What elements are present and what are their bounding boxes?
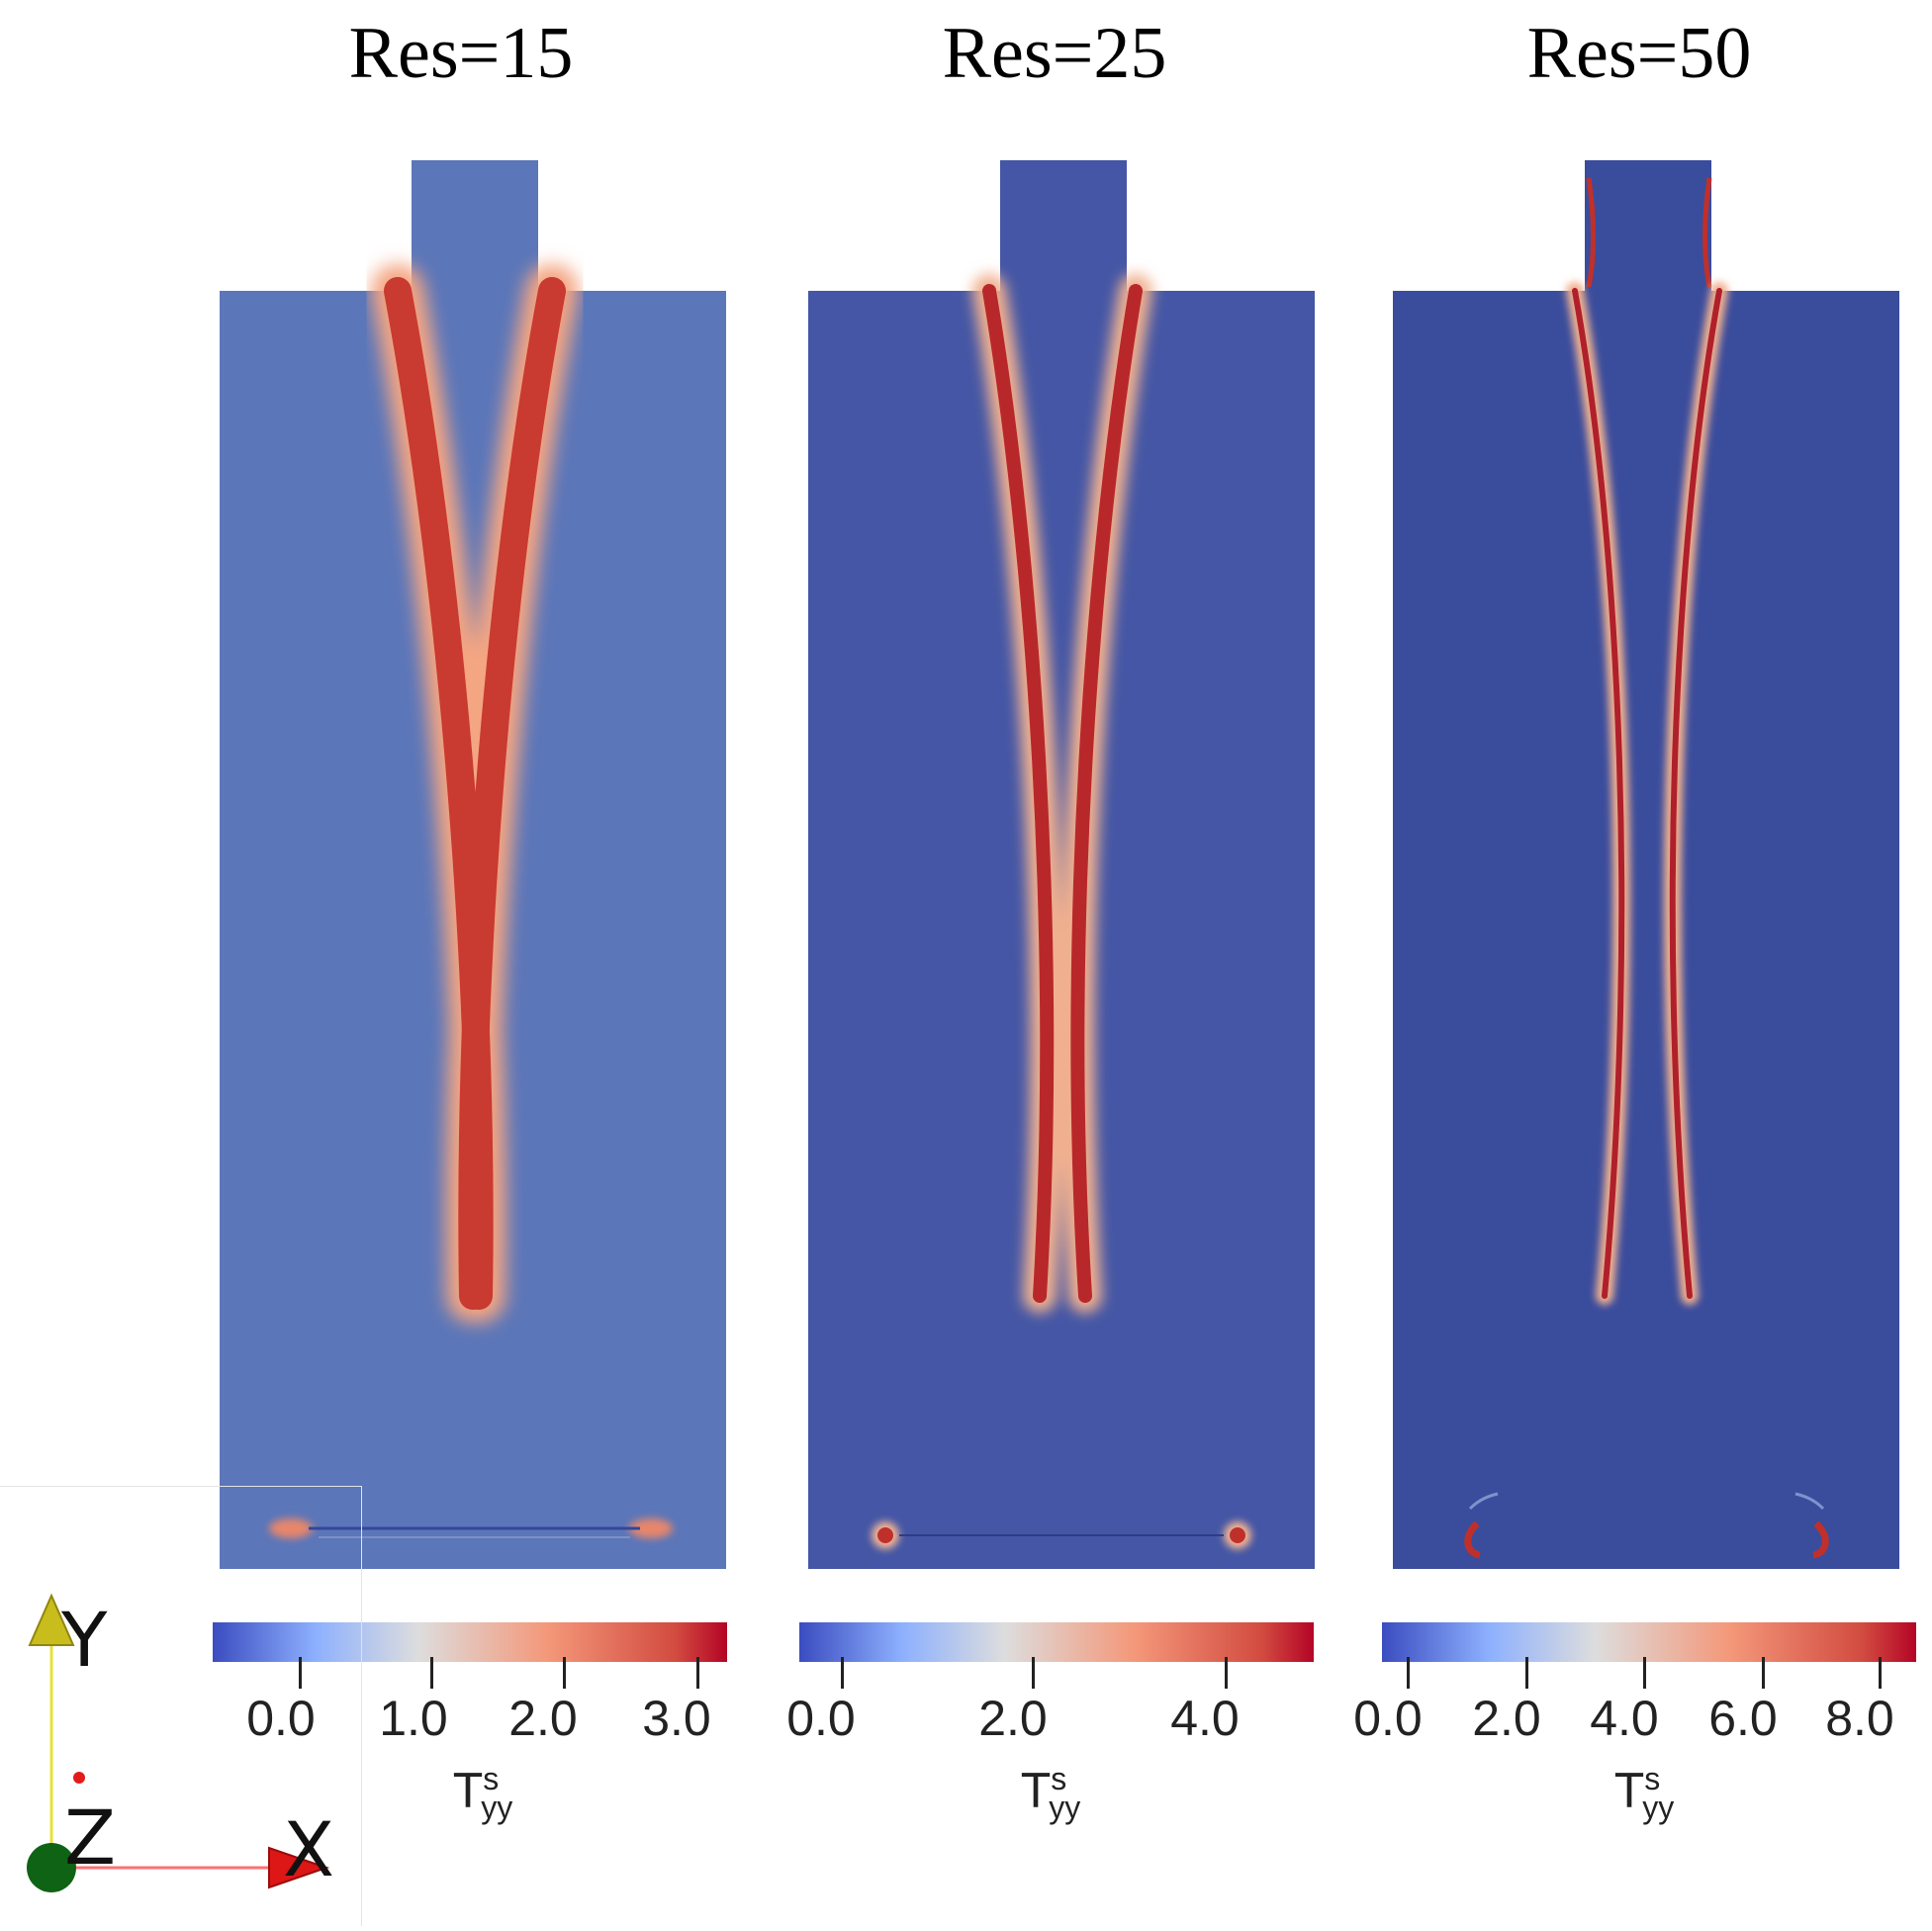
colorbar-title-sub: yy — [481, 1789, 513, 1825]
colorbar-title-base: T — [452, 1762, 484, 1818]
colorbar-tick-label: 2.0 — [978, 1691, 1048, 1746]
panel-title-res25: Res=25 — [942, 13, 1167, 94]
z-axis-dot-icon — [73, 1772, 85, 1784]
colorbar-tick — [563, 1657, 566, 1689]
orientation-axes-widget: Y Z X — [0, 1486, 362, 1926]
panel-title-res15: Res=15 — [348, 13, 574, 94]
colorbar-tick-label: 6.0 — [1708, 1691, 1778, 1746]
origin-marker-icon — [27, 1843, 76, 1892]
domain-body — [1393, 291, 1899, 1569]
y-axis-arrow-icon — [28, 1593, 75, 1646]
stress-band-right — [458, 277, 566, 1310]
colorbar-tick-label: 2.0 — [1472, 1691, 1541, 1746]
colorbar-tick — [696, 1657, 699, 1689]
colorbar-tick-label: 8.0 — [1825, 1691, 1894, 1746]
colorbar-title-sub: yy — [1049, 1789, 1081, 1825]
colorbar-tick-label: 4.0 — [1590, 1691, 1659, 1746]
colorbar-tick-label: 0.0 — [246, 1691, 316, 1746]
colorbar-title-res15: Tsyy — [384, 1761, 582, 1826]
colorbar-title-res25: Tsyy — [952, 1761, 1150, 1826]
contour-plot-res15 — [220, 158, 734, 1573]
orientation-axes-svg — [27, 1593, 330, 1892]
colorbar-tick — [1032, 1657, 1035, 1689]
colorbar-tick — [1407, 1657, 1410, 1689]
colorbar-title-sup: s — [1051, 1761, 1067, 1796]
colorbar-title-base: T — [1020, 1762, 1052, 1818]
colorbar-title-res50: Tsyy — [1545, 1761, 1743, 1826]
colorbar-tick — [430, 1657, 433, 1689]
x-axis-label: X — [283, 1805, 335, 1893]
colorbar-tick — [1225, 1657, 1228, 1689]
colorbar-tick-label: 3.0 — [642, 1691, 711, 1746]
inlet-channel — [1585, 160, 1711, 291]
inlet-channel — [412, 160, 538, 291]
colorbar-title-sup: s — [1644, 1761, 1661, 1796]
colorbar-tick-label: 4.0 — [1170, 1691, 1240, 1746]
colorbar-res15 — [213, 1622, 727, 1662]
colorbar-tick-label: 1.0 — [379, 1691, 448, 1746]
contour-plot-res50 — [1393, 158, 1907, 1573]
colorbar-tick — [299, 1657, 302, 1689]
colorbar-title-sub: yy — [1642, 1789, 1675, 1825]
colorbar-tick — [1643, 1657, 1646, 1689]
colorbar-tick-label: 0.0 — [1353, 1691, 1423, 1746]
colorbar-res25 — [799, 1622, 1314, 1662]
z-axis-label: Z — [64, 1793, 117, 1882]
panel-title-res50: Res=50 — [1526, 13, 1752, 94]
colorbar-tick — [1525, 1657, 1528, 1689]
colorbar-res50 — [1382, 1622, 1916, 1662]
colorbar-title-base: T — [1613, 1762, 1645, 1818]
stress-band-right — [1669, 288, 1722, 1299]
x-axis-arrow-icon — [268, 1846, 330, 1889]
stress-band-left — [982, 284, 1055, 1303]
y-axis-label: Y — [61, 1596, 108, 1684]
colorbar-tick — [1879, 1657, 1882, 1689]
inlet-channel — [1000, 160, 1127, 291]
colorbar-title-sup: s — [483, 1761, 500, 1796]
colorbar-tick-label: 0.0 — [786, 1691, 856, 1746]
stress-band-left — [1572, 288, 1625, 1299]
colorbar-tick-label: 2.0 — [508, 1691, 578, 1746]
contour-plot-res25 — [808, 158, 1323, 1573]
stress-band-right — [1070, 284, 1143, 1303]
colorbar-tick — [841, 1657, 844, 1689]
colorbar-tick — [1762, 1657, 1765, 1689]
